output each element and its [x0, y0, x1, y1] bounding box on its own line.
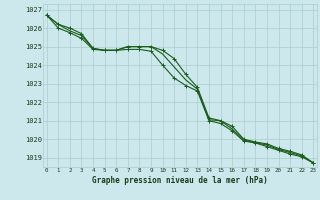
X-axis label: Graphe pression niveau de la mer (hPa): Graphe pression niveau de la mer (hPa)	[92, 176, 268, 185]
